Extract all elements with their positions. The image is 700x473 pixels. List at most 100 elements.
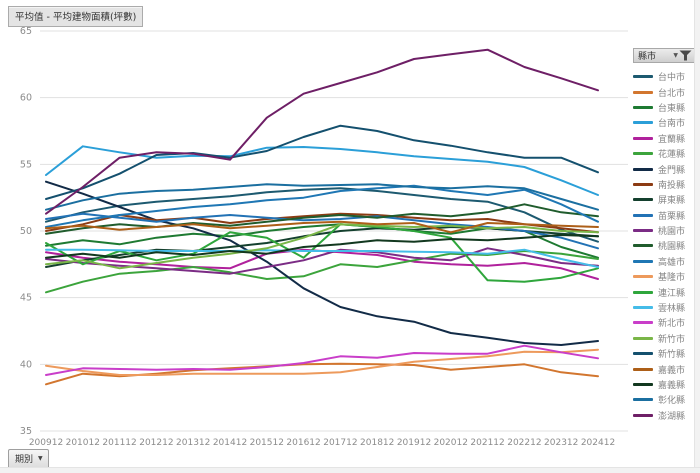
legend-header-icons[interactable]: ▼ (673, 50, 692, 61)
y-axis-tick-label: 35 (20, 426, 32, 437)
legend-item-label: 新竹縣 (658, 350, 686, 361)
legend-header[interactable]: 縣市 ▼ (633, 48, 695, 63)
legend-item[interactable]: 澎湖縣 (633, 408, 695, 423)
legend-item[interactable]: 桃園縣 (633, 238, 695, 253)
legend-item-label: 新竹市 (658, 334, 686, 345)
legend-item[interactable]: 嘉義市 (633, 361, 695, 376)
series-line-彰化縣[interactable] (45, 183, 599, 211)
legend-color-swatch (633, 413, 653, 417)
legend-color-swatch (633, 213, 653, 217)
legend-color-swatch (633, 229, 653, 233)
x-axis-tick-label: 201912 (397, 438, 431, 448)
legend-item[interactable]: 台東縣 (633, 100, 695, 115)
measure-pill-label: 平均值 - 平均建物面積(坪數) (15, 12, 137, 23)
series-line-屏東縣[interactable] (45, 226, 599, 268)
legend-color-swatch (633, 290, 653, 294)
series-line-南投縣[interactable] (45, 212, 599, 234)
y-axis-tick-label: 55 (20, 159, 32, 170)
legend-item[interactable]: 花蓮縣 (633, 146, 695, 161)
legend-item[interactable]: 南投縣 (633, 177, 695, 192)
measure-pill[interactable]: 平均值 - 平均建物面積(坪數) (8, 6, 144, 27)
legend-color-swatch (633, 259, 653, 263)
series-line-台中市[interactable] (45, 187, 599, 243)
legend-item-label: 嘉義市 (658, 365, 686, 376)
legend-item[interactable]: 彰化縣 (633, 392, 695, 407)
legend-item[interactable]: 雲林縣 (633, 300, 695, 315)
legend-item-label: 桃園市 (658, 227, 686, 238)
legend-color-swatch (633, 182, 653, 186)
x-axis-tick-label: 200912 (29, 438, 63, 448)
legend-item[interactable]: 嘉義縣 (633, 377, 695, 392)
legend-item[interactable]: 金門縣 (633, 161, 695, 176)
legend-item[interactable]: 台北市 (633, 84, 695, 99)
legend-item-label: 金門縣 (658, 165, 686, 176)
x-axis-tick-label: 201012 (66, 438, 100, 448)
series-line-花蓮縣[interactable] (45, 250, 599, 294)
series-line-苗栗縣[interactable] (45, 212, 599, 250)
bottom-gutter (0, 467, 700, 473)
y-axis-tick-label: 40 (20, 359, 32, 370)
legend-item-label: 屏東縣 (658, 196, 686, 207)
legend-color-swatch (633, 367, 653, 371)
legend-item[interactable]: 高雄市 (633, 254, 695, 269)
legend-item[interactable]: 桃園市 (633, 223, 695, 238)
legend-color-swatch (633, 105, 653, 109)
legend-item[interactable]: 宜蘭縣 (633, 131, 695, 146)
legend-color-swatch (633, 121, 653, 125)
legend-color-swatch (633, 306, 653, 310)
legend-color-swatch (633, 352, 653, 356)
legend-item[interactable]: 台南市 (633, 115, 695, 130)
series-line-高雄市[interactable] (45, 184, 599, 228)
filter-funnel-icon (679, 50, 692, 61)
series-line-基隆市[interactable] (45, 348, 599, 376)
legend-item-label: 苗栗縣 (658, 211, 686, 222)
x-axis-tick-label: 202012 (434, 438, 468, 448)
x-axis-tick-label: 201712 (323, 438, 357, 448)
legend-item-label: 雲林縣 (658, 304, 686, 315)
series-line-雲林縣[interactable] (45, 248, 599, 268)
series-line-澎湖縣[interactable] (45, 48, 599, 215)
series-line-桃園縣[interactable] (45, 203, 599, 235)
legend-item[interactable]: 苗栗縣 (633, 208, 695, 223)
legend-item-label: 花蓮縣 (658, 150, 686, 161)
legend-item-label: 基隆市 (658, 273, 686, 284)
legend-color-swatch (633, 244, 653, 248)
legend-item[interactable]: 基隆市 (633, 269, 695, 284)
series-line-新竹縣[interactable] (45, 124, 599, 200)
x-axis-tick-label: 201412 (213, 438, 247, 448)
period-dropdown-label: 期別 (15, 455, 34, 465)
legend: 縣市 ▼ 台中市 台北市台東縣 台南市宜蘭縣花蓮縣金門縣南投縣屏東縣苗栗縣桃園市 桃園… (633, 48, 695, 423)
x-axis-tick-label: 202412 (581, 438, 615, 448)
legend-item-label: 台中市 (658, 73, 686, 84)
series-line-嘉義縣[interactable] (45, 234, 599, 259)
legend-item[interactable]: 台中市 (633, 69, 695, 84)
legend-item-label: 宜蘭縣 (658, 134, 686, 145)
x-axis-tick-label: 201312 (176, 438, 210, 448)
legend-item-label: 彰化縣 (658, 396, 686, 407)
y-axis-tick-label: 60 (20, 93, 32, 104)
legend-items: 台中市 台北市台東縣 台南市宜蘭縣花蓮縣金門縣南投縣屏東縣苗栗縣桃園市 桃園縣 高雄市基… (633, 69, 695, 423)
x-axis-tick-label: 201212 (139, 438, 173, 448)
right-gutter (694, 0, 700, 473)
legend-color-swatch (633, 152, 653, 156)
legend-color-swatch (633, 90, 653, 94)
legend-item[interactable]: 連江縣 (633, 284, 695, 299)
period-dropdown[interactable]: 期別 ▼ (8, 449, 49, 469)
y-axis-tick-label: 50 (20, 226, 32, 237)
legend-item[interactable]: 屏東縣 (633, 192, 695, 207)
legend-item-label: 南投縣 (658, 180, 686, 191)
series-line-新北市[interactable] (45, 344, 599, 376)
legend-item-label: 新北市 (658, 319, 686, 330)
legend-item-label: 台東縣 (658, 103, 686, 114)
y-axis-tick-label: 65 (20, 26, 32, 37)
legend-item[interactable]: 新北市 (633, 315, 695, 330)
legend-item-label: 連江縣 (658, 288, 686, 299)
chevron-down-icon: ▼ (38, 454, 43, 462)
legend-item[interactable]: 新竹縣 (633, 346, 695, 361)
legend-color-swatch (633, 383, 653, 386)
series-line-嘉義市[interactable] (45, 220, 599, 234)
series-line-新竹市[interactable] (45, 223, 599, 270)
legend-item[interactable]: 新竹市 (633, 331, 695, 346)
